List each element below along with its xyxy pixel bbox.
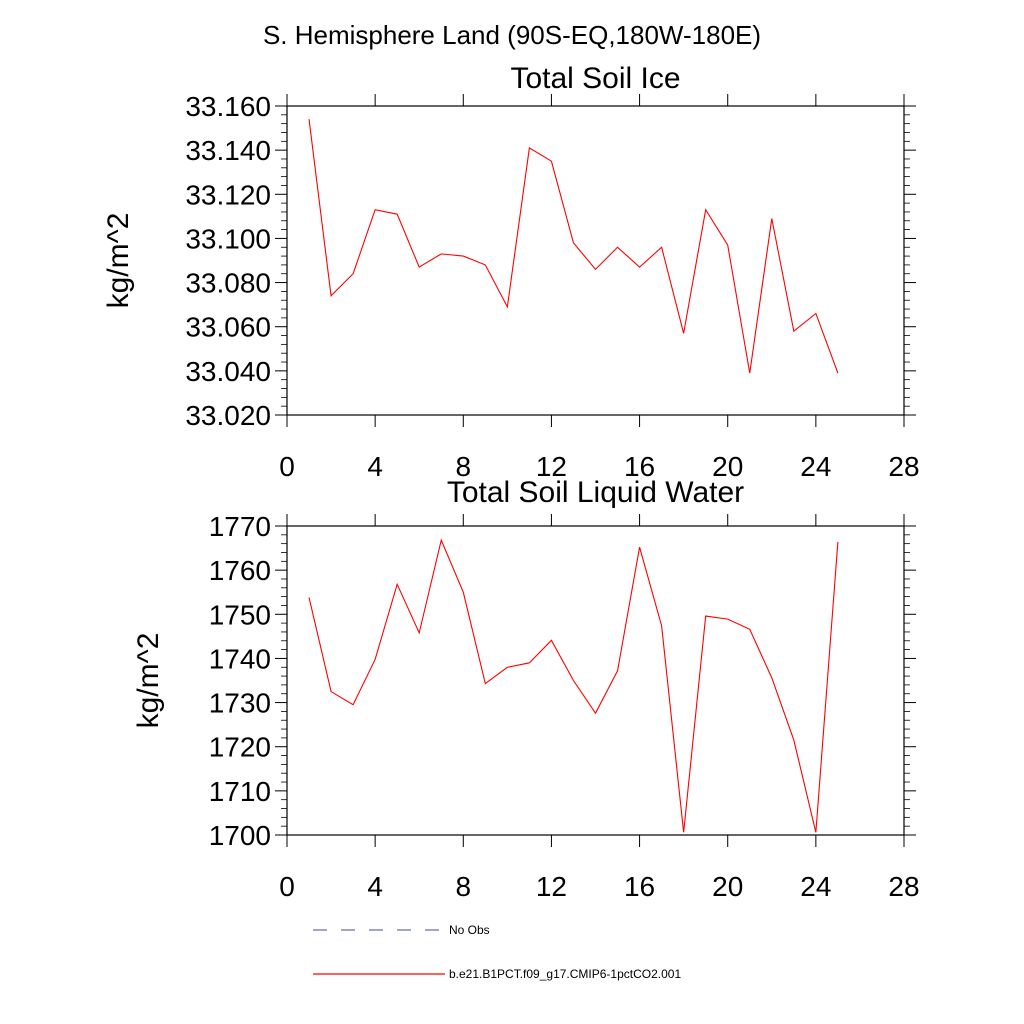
x-tick-label: 24 [800,451,831,482]
y-tick-label: 1740 [209,643,271,674]
plot-frame [286,525,905,836]
legend-label-no-obs: No Obs [449,923,490,937]
plot-frame [286,105,905,416]
x-tick-label: 20 [712,871,743,902]
x-tick-label: 4 [367,451,383,482]
panel-title: Total Soil Ice [510,62,680,95]
y-axis-label: kg/m^2 [132,633,165,729]
y-tick-label: 1730 [209,688,271,719]
y-tick-label: 1710 [209,776,271,807]
y-tick-label: 33.120 [185,179,271,210]
y-tick-label: 33.080 [185,268,271,299]
x-tick-label: 12 [536,871,567,902]
x-tick-label: 8 [455,451,471,482]
legend: No Obs b.e21.B1PCT.f09_g17.CMIP6-1pctCO2… [313,923,681,981]
x-tick-label: 8 [455,871,471,902]
chart-panel-total-soil-ice: Total Soil Ice kg/m^2 0 4 8 12 16 20 24 28 33.020 3… [102,62,920,482]
x-tick-label: 24 [800,871,831,902]
series-line [308,119,839,374]
y-tick-label: 1720 [209,732,271,763]
y-tick-label: 1700 [209,820,271,851]
x-tick-label: 4 [367,871,383,902]
x-tick-label: 12 [536,451,567,482]
x-tick-label: 16 [624,871,655,902]
y-tick-label: 33.060 [185,312,271,343]
x-tick-label: 20 [712,451,743,482]
series-line [308,538,839,833]
y-tick-label: 1770 [209,511,271,542]
x-tick-label: 16 [624,451,655,482]
y-axis-label: kg/m^2 [102,213,135,309]
panel-title: Total Soil Liquid Water [447,476,744,509]
y-tick-label: 1750 [209,599,271,630]
y-tick-label: 33.040 [185,356,271,387]
y-tick-label: 33.160 [185,91,271,122]
y-tick-label: 1760 [209,555,271,586]
figure-main-title: S. Hemisphere Land (90S-EQ,180W-180E) [263,20,761,50]
x-tick-label: 0 [279,451,295,482]
y-tick-label: 33.140 [185,135,271,166]
y-tick-label: 33.100 [185,223,271,254]
x-tick-label: 0 [279,871,295,902]
chart-panel-total-soil-liquid-water: Total Soil Liquid Water kg/m^2 0 4 8 12 16 20 24… [132,476,920,902]
x-tick-label: 28 [888,871,919,902]
legend-label-model: b.e21.B1PCT.f09_g17.CMIP6-1pctCO2.001 [449,967,681,981]
x-tick-label: 28 [888,451,919,482]
y-tick-label: 33.020 [185,400,271,431]
